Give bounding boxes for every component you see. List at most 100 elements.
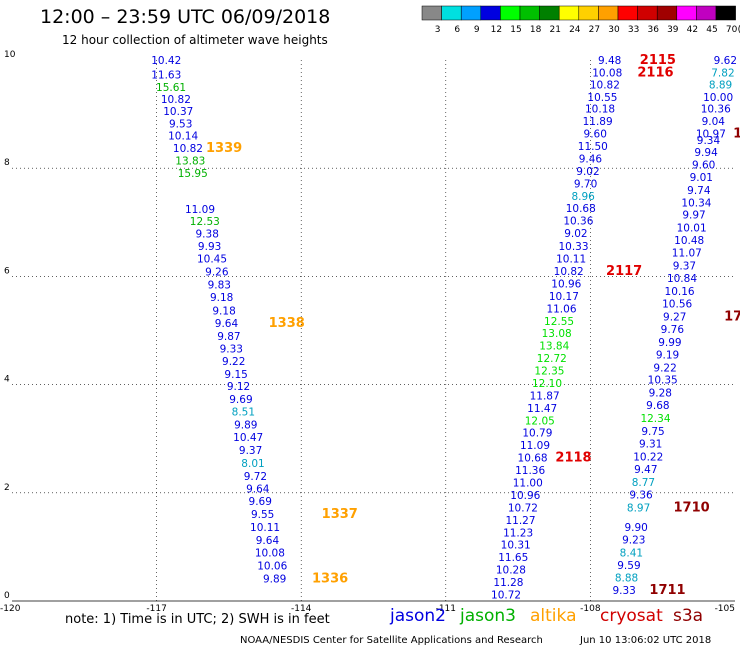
page-title: 12:00 – 23:59 UTC 06/09/2018 [40,6,331,28]
wave-height-label: 11.06 [546,303,576,315]
wave-height-label: 9.33 [612,585,635,597]
color-scale-label: 3 [435,25,441,35]
wave-height-label: 10.79 [522,428,552,440]
wave-height-label: 10.82 [173,143,203,155]
wave-height-label: 9.46 [579,153,603,165]
wave-height-label: 15.95 [178,168,208,180]
wave-height-label: 9.87 [217,331,240,343]
wave-height-label: 9.02 [576,166,599,178]
wave-height-label: 9.04 [702,116,726,128]
color-scale-label: 30 [608,25,620,35]
color-scale-unit: (ft) [738,25,740,35]
y-tick-label: 10 [4,50,16,60]
wave-height-label: 11.87 [530,390,560,402]
pass-time-label: 1710 [674,500,710,515]
x-tick-label: -108 [580,604,601,612]
wave-height-label: 9.74 [687,185,711,197]
wave-height-label: 9.64 [215,318,239,330]
pass-time-label: 1338 [269,316,305,331]
wave-height-label: 10.36 [701,104,731,116]
wave-height-label: 9.01 [690,172,713,184]
wave-height-label: 9.34 [697,135,721,147]
x-tick-label: -114 [291,604,312,612]
page-subtitle: 12 hour collection of altimeter wave hei… [62,33,328,47]
wave-height-label: 10.00 [703,92,733,104]
color-scale-label: 6 [454,25,460,35]
wave-height-label: 9.69 [249,496,272,508]
wave-height-label: 9.37 [673,261,696,273]
legend-altika: altika [530,606,577,626]
wave-height-label: 10.72 [491,590,521,602]
wave-height-label: 10.34 [681,197,711,209]
wave-height-label: 9.72 [244,471,267,483]
wave-height-label: 9.64 [256,535,280,547]
wave-height-label: 10.36 [563,216,593,228]
wave-height-label: 11.50 [578,141,608,153]
wave-height-label: 8.01 [241,458,264,470]
wave-height-label: 8.51 [232,407,255,419]
wave-height-label: 11.27 [505,515,535,527]
y-tick-label: 0 [4,591,10,601]
pass-time-label: 2118 [555,451,591,466]
wave-height-label: 13.84 [539,341,569,353]
y-tick-label: 6 [4,266,10,276]
color-scale-label: 12 [491,25,502,35]
wave-height-label: 10.96 [510,490,540,502]
wave-height-label: 9.62 [714,55,737,67]
color-scale-label: 33 [628,25,639,35]
wave-height-label: 9.38 [196,229,219,241]
x-tick-label: -105 [715,604,735,612]
wave-height-label: 9.23 [622,534,645,546]
wave-height-label: 9.53 [169,118,192,130]
wave-height-label: 9.37 [239,445,262,457]
wave-height-label: 9.94 [694,147,718,159]
wave-height-label: 8.41 [620,547,643,559]
pass-time-label: 2116 [637,65,673,80]
wave-height-label: 9.89 [234,420,257,432]
wave-height-label: 9.89 [263,573,286,585]
wave-height-label: 10.42 [151,55,181,67]
color-scale-label: 36 [647,25,659,35]
wave-height-label: 10.48 [674,235,704,247]
wave-height-label: 12.53 [190,216,220,228]
wave-height-label: 10.82 [590,79,620,91]
wave-height-label: 9.97 [682,210,705,222]
wave-height-label: 9.27 [663,311,686,323]
wave-height-label: 10.28 [496,565,526,577]
wave-height-label: 10.72 [508,502,538,514]
wave-height-label: 11.63 [151,70,181,82]
wave-height-label: 15.61 [156,82,186,94]
wave-height-label: 9.70 [574,178,597,190]
y-tick-label: 8 [4,158,10,168]
wave-height-label: 9.83 [208,280,231,292]
wave-height-chart: -120 -117 -114 -111 -108 -105 0 2 4 6 8 10 10.42 11.6… [0,50,740,612]
credit-line: NOAA/NESDIS Center for Satellite Applica… [240,635,543,646]
generated-timestamp: Jun 10 13:06:02 UTC 2018 [580,635,712,646]
color-scale-label: 45 [706,25,717,35]
wave-height-label: 13.08 [542,328,572,340]
color-scale-label: 24 [569,25,581,35]
wave-height-label: 10.84 [667,273,697,285]
wave-height-label: 10.55 [587,92,617,104]
legend-jason3: jason3 [460,606,516,626]
wave-height-label: 11.07 [672,248,702,260]
wave-height-label: 10.68 [518,453,548,465]
wave-height-label: 9.33 [220,343,243,355]
wave-height-label: 9.76 [661,324,685,336]
wave-height-label: 10.08 [255,547,285,559]
wave-height-label: 8.97 [627,502,650,514]
wave-height-label: 11.28 [493,577,523,589]
wave-height-label: 9.19 [656,349,679,361]
legend-cryosat: cryosat [600,606,663,626]
wave-height-label: 9.47 [634,464,657,476]
wave-height-label: 10.33 [558,241,588,253]
wave-height-label: 12.55 [544,316,574,328]
wave-height-label: 9.60 [692,159,715,171]
wave-height-label: 10.37 [163,106,193,118]
wave-height-label: 10.47 [233,432,263,444]
pass-time-label: 1711 [649,583,685,598]
wave-height-label: 10.35 [648,375,678,387]
wave-height-label: 9.68 [646,400,669,412]
wave-height-label: 10.97 [696,129,726,141]
